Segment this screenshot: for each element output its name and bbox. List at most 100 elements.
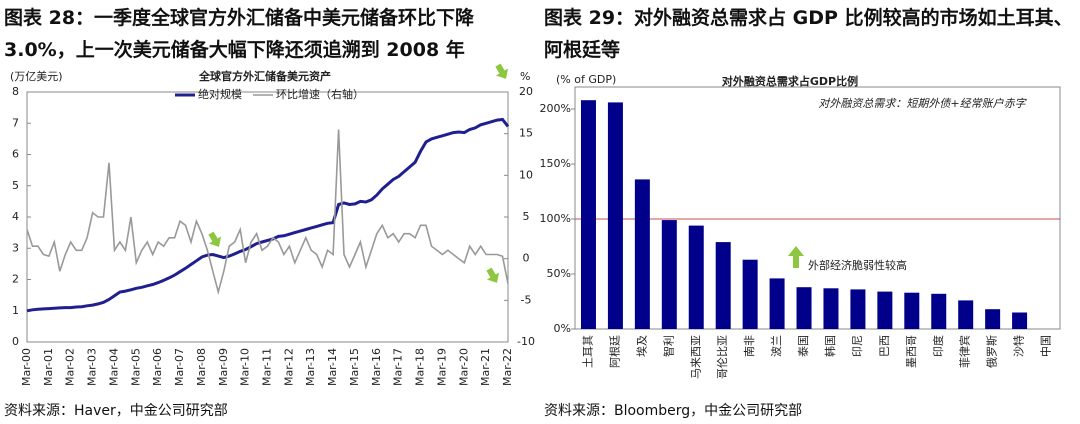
y2-tick-label: -5 <box>521 293 532 306</box>
bar <box>688 225 704 329</box>
bar <box>850 289 866 329</box>
legend-label: 绝对规模 <box>198 87 242 101</box>
source: 资料来源：Haver，中金公司研究部 <box>4 403 228 419</box>
bar <box>661 220 677 329</box>
y-tick-label: 100% <box>540 212 571 225</box>
y-tick-label: 8 <box>12 85 19 98</box>
x-tick-label: Mar-22 <box>501 348 514 386</box>
x-tick-label: 土耳其 <box>581 335 594 368</box>
x-tick-label: Mar-15 <box>348 348 361 386</box>
x-tick-label: Mar-05 <box>129 348 142 386</box>
x-tick-label: Mar-12 <box>282 348 295 386</box>
x-tick-label: 阿根廷 <box>607 335 621 368</box>
bar <box>742 259 758 329</box>
y-tick-label: 150% <box>540 157 571 170</box>
bar <box>877 291 893 329</box>
y2-tick-label: 0 <box>523 252 530 265</box>
bar <box>1012 312 1028 329</box>
bar <box>634 179 650 329</box>
legend-label: 环比增速（右轴） <box>276 87 364 101</box>
y-tick-label: 200% <box>540 102 571 115</box>
chart-title: 对外融资总需求占GDP比例 <box>722 74 858 88</box>
y2-tick-label: 15 <box>519 127 533 140</box>
x-tick-label: 墨西哥 <box>905 335 918 368</box>
x-tick-label: Mar-16 <box>370 348 383 386</box>
x-tick-label: Mar-18 <box>414 348 427 386</box>
arrow-icon <box>788 246 804 268</box>
x-tick-label: Mar-04 <box>107 348 120 386</box>
y-tick-label: 0 <box>12 335 19 348</box>
x-tick-label: Mar-21 <box>479 348 492 386</box>
x-tick-label: Mar-02 <box>64 348 77 386</box>
y-tick-label: 3 <box>12 241 19 254</box>
bar <box>958 300 974 329</box>
y-tick-label: 7 <box>12 116 19 129</box>
source: 资料来源：Bloomberg，中金公司研究部 <box>544 403 803 419</box>
y-tick-label: 1 <box>12 304 19 317</box>
bar <box>796 287 812 329</box>
arrow-icon <box>208 231 222 247</box>
bar <box>580 100 596 329</box>
x-tick-label: Mar-00 <box>20 348 33 386</box>
y-tick-label: 6 <box>12 148 19 161</box>
arrow-icon <box>495 63 509 79</box>
x-tick-label: Mar-10 <box>239 348 252 386</box>
x-tick-label: 智利 <box>661 335 675 357</box>
x-tick-label: Mar-13 <box>304 348 317 386</box>
y-axis-label: (% of GDP) <box>556 73 616 86</box>
x-tick-label: Mar-14 <box>326 348 339 386</box>
bar <box>931 293 947 329</box>
bar <box>904 292 920 329</box>
x-tick-label: Mar-19 <box>435 348 448 386</box>
annotation: 外部经济脆弱性较高 <box>808 258 907 272</box>
x-tick-label: 韩国 <box>823 335 837 357</box>
y-tick-label: 2 <box>12 273 19 286</box>
x-tick-label: 中国 <box>1040 335 1053 357</box>
x-tick-label: Mar-01 <box>42 348 55 386</box>
x-tick-label: 印尼 <box>851 335 864 357</box>
x-tick-label: Mar-20 <box>457 348 470 386</box>
y-axis-label: (万亿美元) <box>10 70 63 83</box>
x-tick-label: 波兰 <box>770 335 783 357</box>
bar <box>823 288 839 329</box>
y2-axis-label: % <box>520 70 530 83</box>
x-tick-label: 泰国 <box>796 335 810 357</box>
x-tick-label: Mar-03 <box>86 348 99 386</box>
x-tick-label: 菲律宾 <box>958 335 972 368</box>
y-tick-label: 50% <box>547 267 571 280</box>
x-tick-label: 南非 <box>743 335 756 357</box>
bar <box>985 309 1001 329</box>
y2-tick-label: 20 <box>519 85 533 98</box>
x-tick-label: 印度 <box>931 335 945 357</box>
bar <box>769 278 785 329</box>
plot-frame <box>574 86 1061 330</box>
arrow-icon <box>486 267 500 283</box>
chart-title: 全球官方外汇储备美元资产 <box>198 69 331 83</box>
series-line <box>26 129 509 296</box>
note: 对外融资总需求：短期外债+经常账户赤字 <box>818 97 1027 110</box>
y2-tick-label: -10 <box>517 335 535 348</box>
figure-title: 图表 29：对外融资总需求占 GDP 比例较高的市场如土耳其、阿根廷等 <box>544 7 1073 61</box>
x-tick-label: 巴西 <box>878 335 891 357</box>
x-tick-label: 沙特 <box>1012 335 1026 357</box>
x-tick-label: Mar-07 <box>173 348 186 386</box>
x-tick-label: 俄罗斯 <box>986 335 999 368</box>
x-tick-label: Mar-11 <box>261 348 274 386</box>
x-tick-label: Mar-06 <box>151 348 164 386</box>
y2-tick-label: 5 <box>523 210 530 223</box>
x-tick-label: Mar-08 <box>195 348 208 386</box>
x-tick-label: 埃及 <box>634 335 648 357</box>
x-tick-label: Mar-09 <box>217 348 230 386</box>
bar <box>607 102 623 330</box>
x-tick-label: 马来西亚 <box>689 335 702 379</box>
x-tick-label: 哥伦比亚 <box>715 335 729 379</box>
y-tick-label: 0% <box>554 322 571 335</box>
x-tick-label: Mar-17 <box>392 348 405 386</box>
series-line <box>26 117 510 313</box>
y-tick-label: 5 <box>12 179 19 192</box>
y-tick-label: 4 <box>12 210 19 223</box>
bar <box>715 242 731 329</box>
y2-tick-label: 10 <box>519 168 533 181</box>
